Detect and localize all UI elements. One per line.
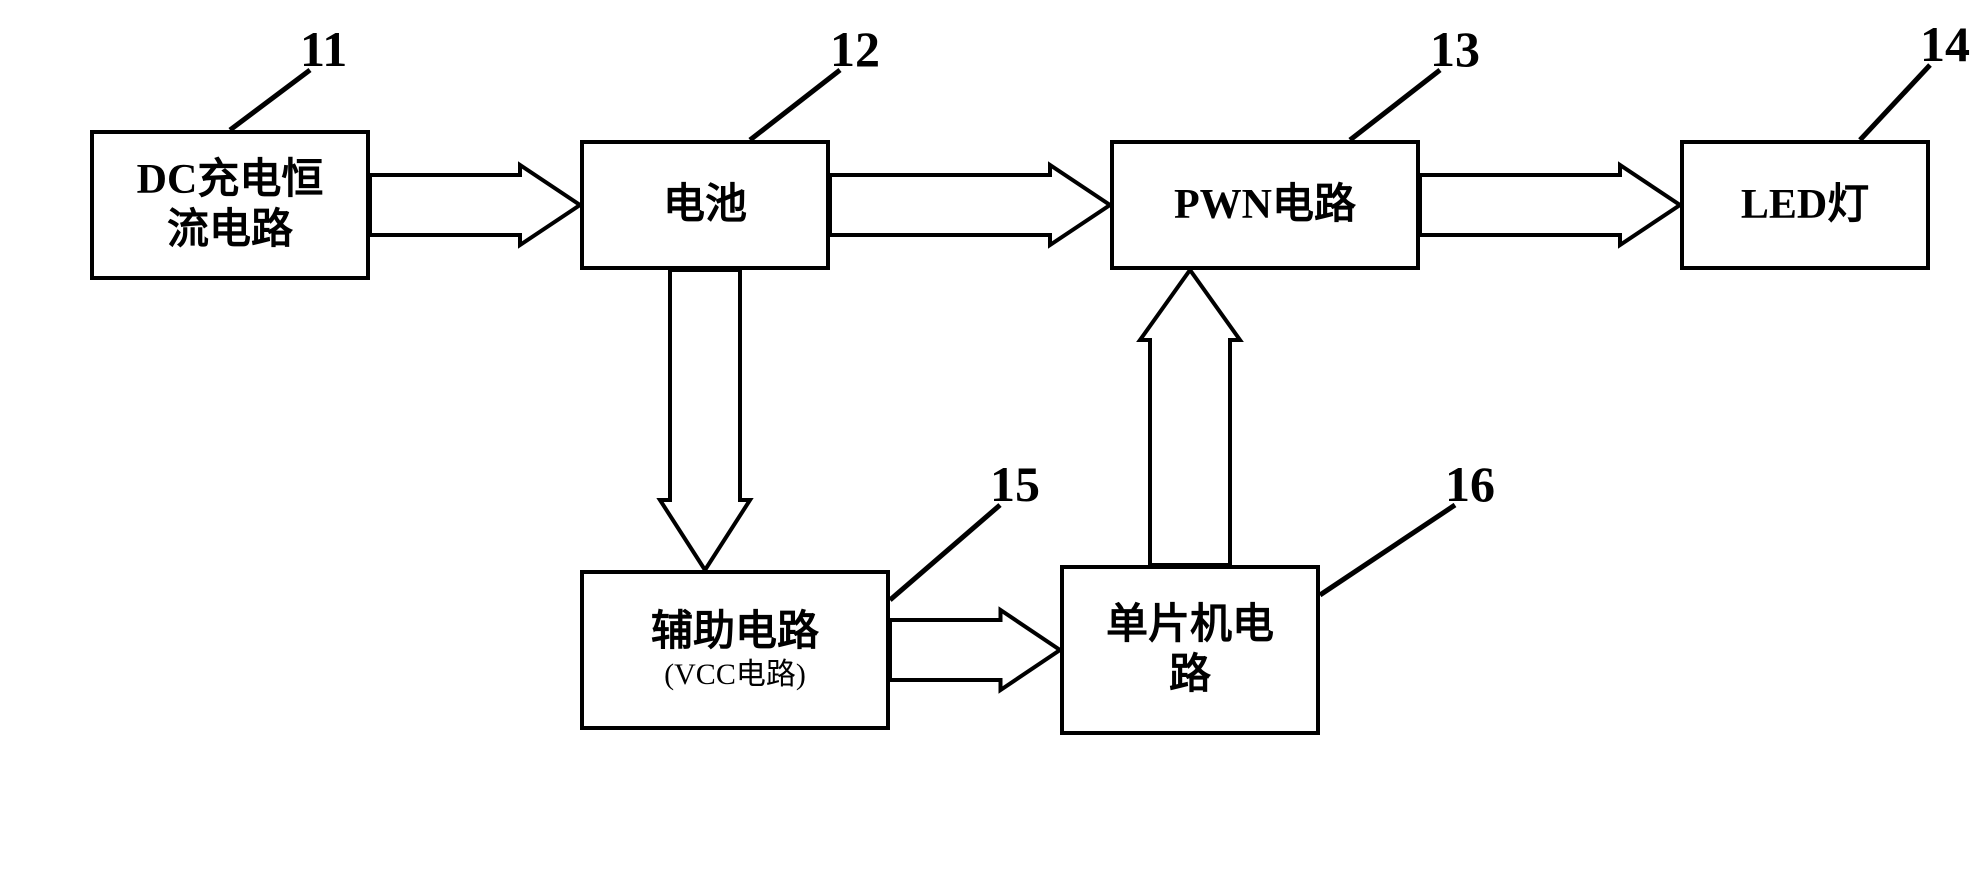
block-led-lamp: LED灯 [1680,140,1930,270]
label-15: 15 [990,455,1040,513]
block-text: 路 [1169,650,1211,700]
block-pwn-circuit: PWN电路 [1110,140,1420,270]
block-mcu-circuit: 单片机电路 [1060,565,1320,735]
block-text: PWN电路 [1174,180,1356,230]
arrow-up [1140,270,1240,565]
arrow-right [370,165,580,245]
label-14: 14 [1920,15,1970,73]
block-text: LED灯 [1741,180,1869,230]
label-11: 11 [300,20,347,78]
block-dc-charge: DC充电恒流电路 [90,130,370,280]
label-12: 12 [830,20,880,78]
arrow-right [1420,165,1680,245]
block-text: 电池 [663,180,747,230]
label-13: 13 [1430,20,1480,78]
block-aux-circuit: 辅助电路(VCC电路) [580,570,890,730]
label-16: 16 [1445,455,1495,513]
block-text: 流电路 [167,205,293,255]
block-text: 辅助电路 [651,607,819,657]
block-battery: 电池 [580,140,830,270]
block-text: 单片机电 [1106,600,1274,650]
block-text: DC充电恒 [137,155,324,205]
arrow-right [890,610,1060,690]
arrow-down [660,270,750,570]
block-subtext: (VCC电路) [664,657,806,693]
arrow-right [830,165,1110,245]
